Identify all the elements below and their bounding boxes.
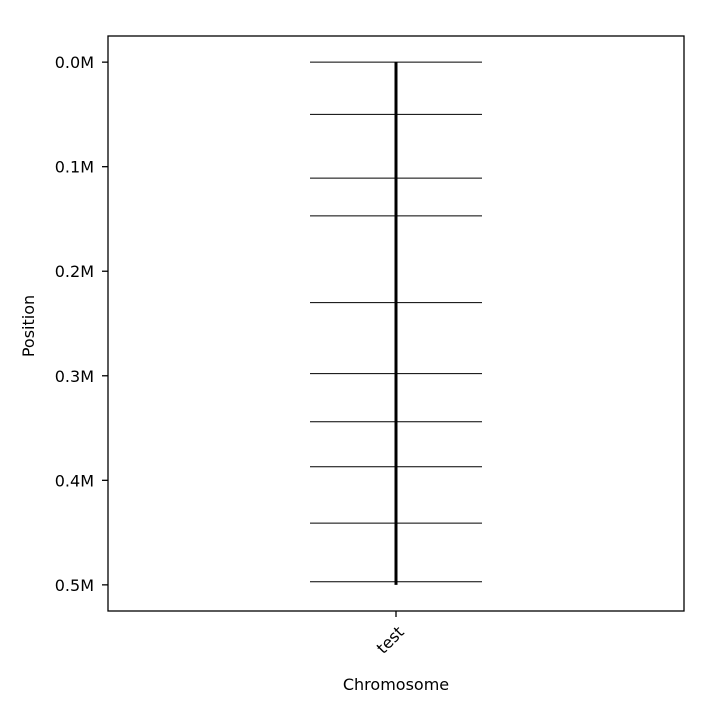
plot-area <box>310 61 482 585</box>
y-tick-label: 0.5M <box>55 576 94 595</box>
y-tick-label: 0.2M <box>55 262 94 281</box>
y-axis-label: Position <box>19 295 38 357</box>
y-tick-label: 0.3M <box>55 367 94 386</box>
y-tick-label: 0.4M <box>55 471 94 490</box>
y-tick-label: 0.0M <box>55 53 94 72</box>
y-tick-label: 0.1M <box>55 158 94 177</box>
x-axis-label: Chromosome <box>343 675 449 694</box>
